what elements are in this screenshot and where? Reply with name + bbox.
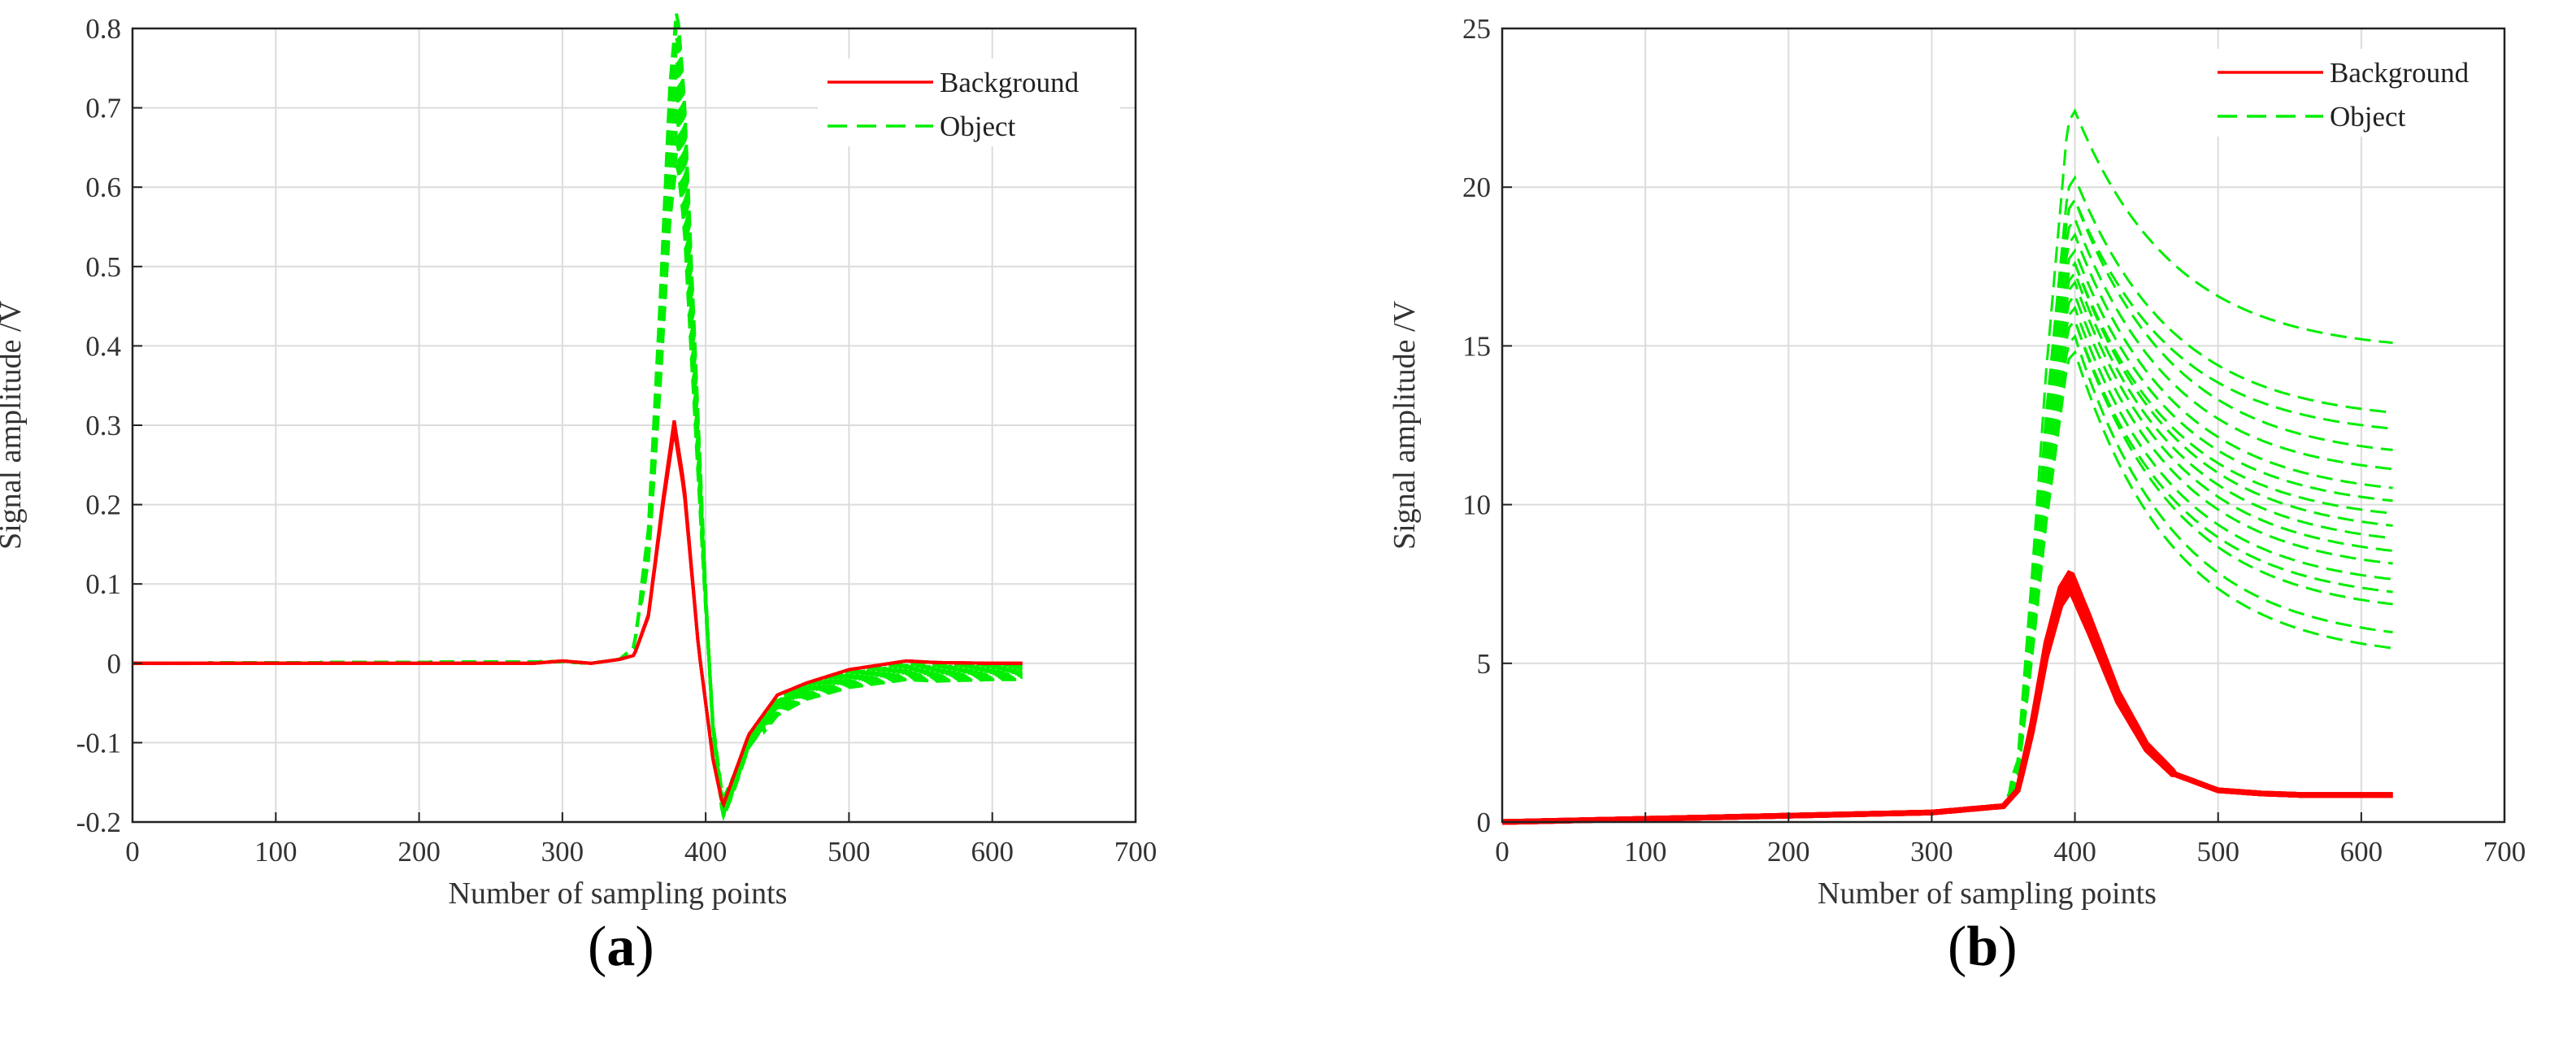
legend-box bbox=[2208, 49, 2494, 137]
x-tick-label: 600 bbox=[2340, 836, 2383, 868]
object-line bbox=[1501, 216, 2393, 824]
object-line bbox=[1501, 260, 2393, 824]
object-line bbox=[1501, 248, 2393, 824]
object-line bbox=[1501, 197, 2393, 824]
y-tick-label: 25 bbox=[1462, 13, 1491, 45]
x-axis-label: Number of sampling points bbox=[1818, 877, 2157, 911]
background-line bbox=[132, 424, 1023, 809]
object-line bbox=[132, 128, 1023, 808]
object-line bbox=[132, 106, 1023, 811]
x-tick-label: 300 bbox=[541, 836, 584, 868]
background-line bbox=[1501, 589, 2393, 825]
y-tick-label: 5 bbox=[1477, 648, 1492, 680]
plot-frame bbox=[1501, 27, 2506, 824]
object-line bbox=[1501, 318, 2393, 824]
object-line bbox=[1501, 333, 2393, 824]
x-tick-label: 100 bbox=[254, 836, 298, 868]
data-lines bbox=[132, 13, 1023, 824]
panel-label-a: (a) bbox=[588, 916, 654, 978]
y-tick-label: -0.2 bbox=[76, 807, 121, 838]
y-axis-label: Signal amplitude /V bbox=[1388, 300, 1422, 550]
x-tick-label: 400 bbox=[684, 836, 728, 868]
legend: Background Object bbox=[818, 59, 1120, 146]
chart-b-svg: 0 100 200 300 400 500 600 700 0 5 10 15 20 25 Number o… bbox=[1388, 13, 2526, 911]
background-line bbox=[132, 420, 1023, 809]
y-axis-label: Signal amplitude /V bbox=[0, 300, 28, 550]
object-line bbox=[1501, 197, 2393, 824]
object-line bbox=[1501, 318, 2393, 824]
object-line bbox=[132, 117, 1023, 810]
y-tick-label: 0.4 bbox=[85, 330, 121, 362]
chart-a-svg: 0 100 200 300 400 500 600 700 -0.2 -0.1 0 0.1 0.2 0.3… bbox=[0, 13, 1158, 911]
y-tick-label: 0 bbox=[1477, 807, 1492, 838]
object-line bbox=[132, 59, 1023, 817]
panel-label-b: (b) bbox=[1948, 916, 2018, 978]
x-axis-label: Number of sampling points bbox=[449, 877, 788, 911]
legend: Background Object bbox=[2208, 49, 2494, 137]
y-tick-label: 0.7 bbox=[85, 93, 121, 124]
chart-panel-b: 0 100 200 300 400 500 600 700 0 5 10 15 20 25 Number o… bbox=[1288, 0, 2576, 1044]
x-tick-label: 700 bbox=[2483, 836, 2526, 868]
background-line bbox=[132, 429, 1023, 809]
object-line bbox=[132, 82, 1023, 814]
object-line bbox=[132, 94, 1023, 813]
object-line bbox=[132, 141, 1023, 807]
background-line bbox=[1501, 576, 2393, 825]
object-line bbox=[1501, 280, 2393, 824]
y-tick-label: 0.2 bbox=[85, 489, 121, 521]
x-tick-label: 700 bbox=[1114, 836, 1158, 868]
y-tick-label: 0.3 bbox=[85, 410, 121, 442]
legend-label-background: Background bbox=[940, 67, 1079, 98]
data-lines bbox=[1501, 108, 2393, 825]
object-line bbox=[1501, 108, 2393, 824]
object-line bbox=[132, 152, 1023, 805]
object-line bbox=[1501, 260, 2393, 824]
x-tick-label: 200 bbox=[1767, 836, 1810, 868]
background-line bbox=[1501, 582, 2393, 825]
x-tick-label: 0 bbox=[125, 836, 140, 868]
object-line bbox=[1501, 232, 2393, 824]
y-tick-label: 0 bbox=[107, 648, 122, 680]
x-tick-label: 300 bbox=[1910, 836, 1953, 868]
x-tick-label: 200 bbox=[397, 836, 441, 868]
y-tick-label: 0.1 bbox=[85, 568, 121, 600]
y-tick-label: -0.1 bbox=[76, 727, 121, 759]
object-line bbox=[1501, 350, 2393, 824]
y-tick-label: 10 bbox=[1462, 489, 1491, 521]
object-line bbox=[132, 71, 1023, 816]
object-line bbox=[132, 163, 1023, 803]
x-tick-label: 500 bbox=[2196, 836, 2239, 868]
chart-panel-a: 0 100 200 300 400 500 600 700 -0.2 -0.1 0 0.1 0.2 0.3… bbox=[0, 13, 1158, 978]
x-tick-label: 600 bbox=[971, 836, 1014, 868]
x-tick-label: 400 bbox=[2053, 836, 2096, 868]
ticks: 0 100 200 300 400 500 600 700 -0.2 -0.1 0 0.1 0.2 0.3… bbox=[76, 13, 1158, 868]
y-tick-label: 0.8 bbox=[85, 13, 121, 45]
legend-label-object: Object bbox=[940, 111, 1016, 142]
ticks: 0 100 200 300 400 500 600 700 0 5 10 15 20 25 bbox=[1462, 13, 2526, 868]
object-line bbox=[132, 48, 1023, 819]
legend-label-object: Object bbox=[2330, 101, 2406, 133]
legend-label-background: Background bbox=[2330, 57, 2470, 89]
y-tick-label: 0.6 bbox=[85, 172, 121, 203]
legend-box bbox=[818, 59, 1120, 146]
x-tick-label: 500 bbox=[828, 836, 871, 868]
y-tick-label: 20 bbox=[1462, 172, 1491, 203]
x-tick-label: 100 bbox=[1624, 836, 1667, 868]
grid bbox=[132, 28, 1136, 823]
y-tick-label: 0.5 bbox=[85, 251, 121, 283]
background-line bbox=[1501, 569, 2393, 825]
object-line bbox=[1501, 175, 2393, 824]
x-tick-label: 0 bbox=[1495, 836, 1510, 868]
y-tick-label: 15 bbox=[1462, 330, 1491, 362]
